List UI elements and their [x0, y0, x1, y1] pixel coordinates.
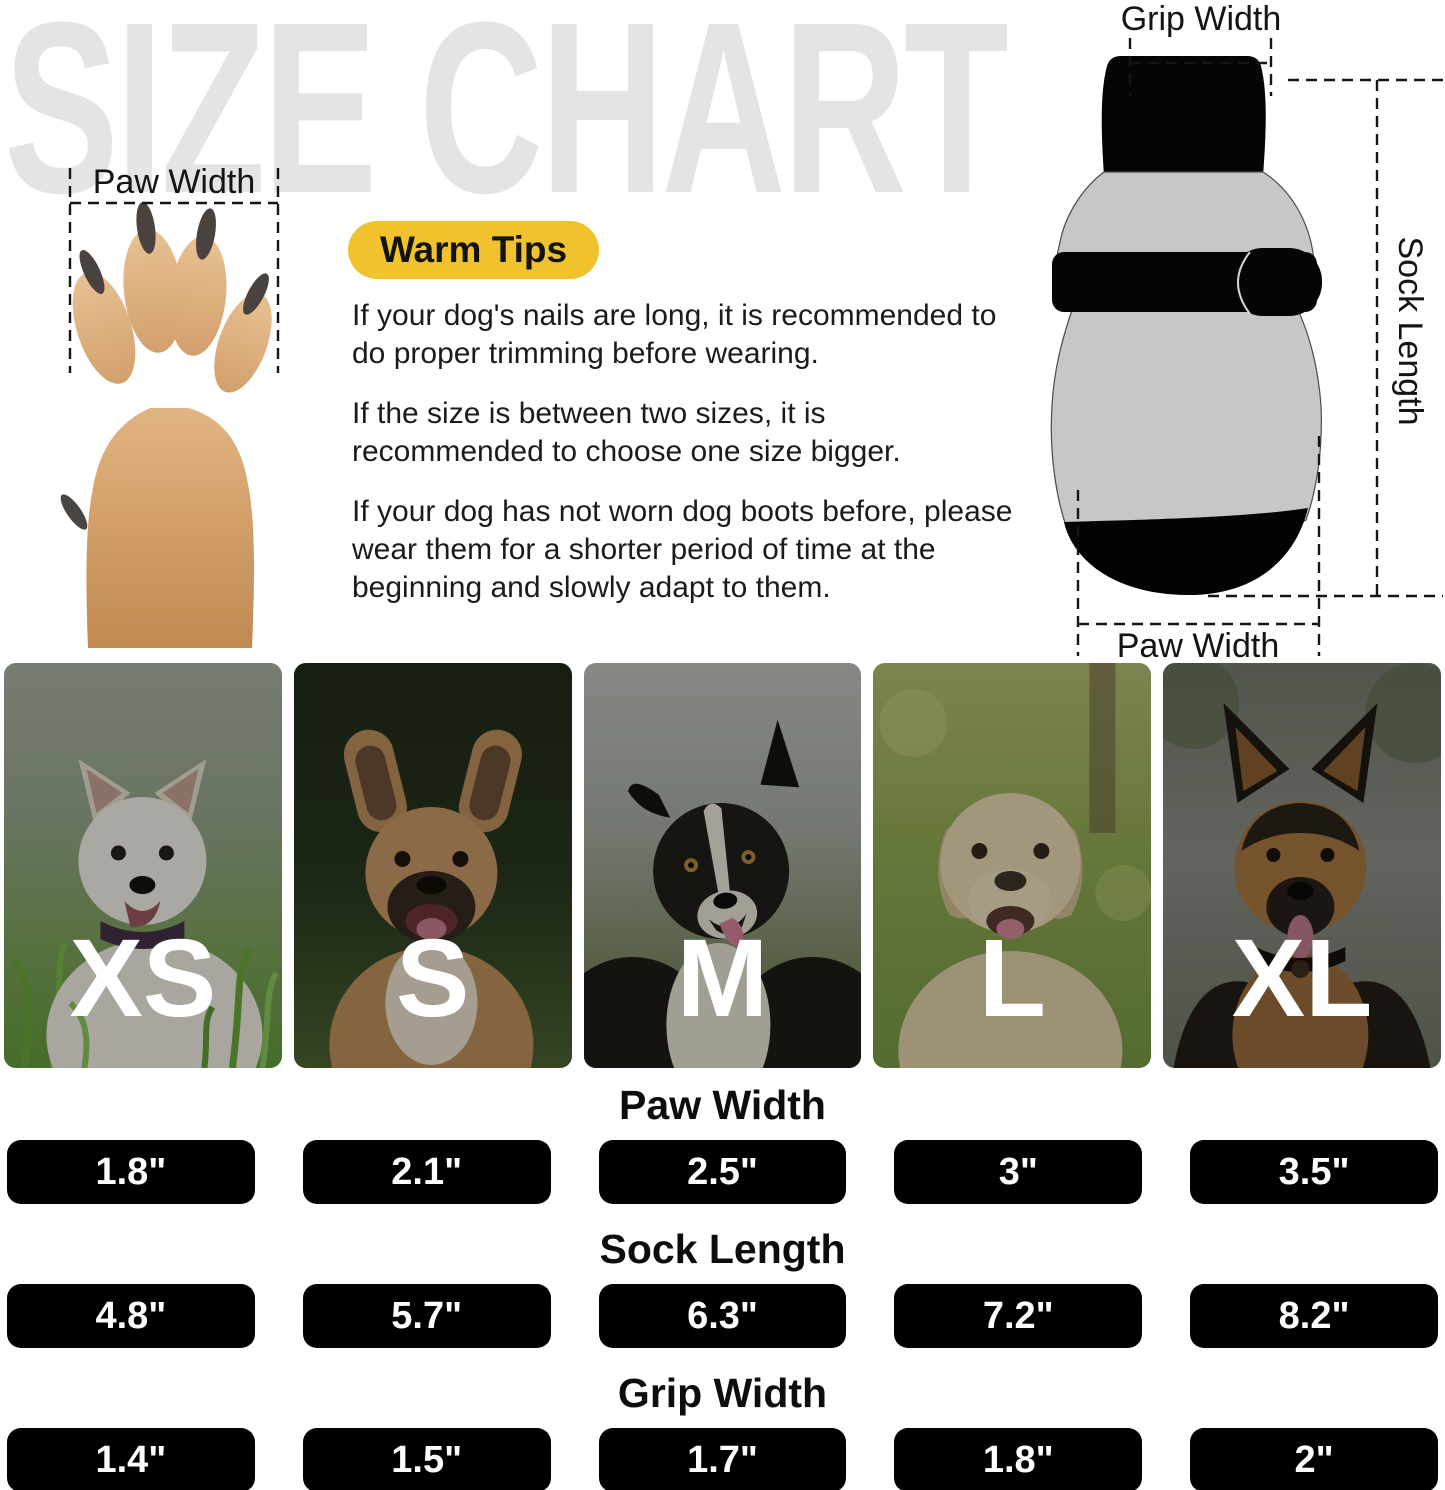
sock-length-value-l: 7.2" [894, 1284, 1143, 1348]
labrador-photo [879, 663, 1152, 1068]
sock-length-value-xs: 4.8" [7, 1284, 255, 1348]
tip-paragraph: If your dog has not worn dog boots befor… [352, 495, 1013, 604]
french-bulldog-photo [329, 729, 534, 1068]
german-shepherd-photo [1163, 663, 1441, 1068]
sock-length-label: Sock Length [1391, 236, 1429, 425]
photo-dark-overlay [4, 663, 282, 1068]
sock-length-row: 4.8" 5.7" 6.3" 7.2" 8.2" [0, 1284, 1445, 1348]
photo-dark-overlay [1163, 663, 1441, 1068]
grip-width-measure-lines [1128, 38, 1273, 96]
size-card-xs: XS [4, 663, 282, 1068]
size-card-m: M [583, 663, 862, 1068]
paw-width-heading: Paw Width [619, 1082, 826, 1128]
size-card-s: S [293, 663, 572, 1068]
westie-photo [11, 759, 280, 1068]
paw-width-measure-lines [68, 168, 280, 373]
warm-tips-badge: Warm Tips [348, 221, 600, 279]
photo-dark-overlay [583, 663, 862, 1068]
paw-width-value-s: 2.1" [302, 1140, 551, 1204]
paw-width-value-m: 2.5" [598, 1140, 847, 1204]
size-photo-row: XS S [0, 663, 1445, 1068]
photo-dark-overlay [293, 663, 572, 1068]
paw-width-value-l: 3" [894, 1140, 1143, 1204]
tip-paragraph: If your dog's nails are long, it is reco… [352, 299, 997, 370]
paw-width-value-xl: 3.5" [1190, 1140, 1438, 1204]
grip-width-heading: Grip Width [617, 1370, 828, 1416]
grip-width-row: 1.4" 1.5" 1.7" 1.8" 2" [0, 1428, 1445, 1490]
size-label-xs: XS [69, 917, 217, 1040]
size-card-l: L [873, 663, 1152, 1068]
size-chart-watermark: SIZE CHART [4, 0, 1009, 245]
paw-width-value-xs: 1.8" [7, 1140, 255, 1204]
size-card-xl: XL [1163, 663, 1441, 1068]
border-collie-photo [583, 719, 862, 1068]
grip-width-value-s: 1.5" [302, 1428, 551, 1490]
measurement-tables: Paw Width 1.8" 2.1" 2.5" 3" 3.5" Sock Le… [0, 1082, 1445, 1490]
size-label-m: M [676, 917, 769, 1040]
sock-paw-width-label: Paw Width [1117, 627, 1280, 663]
sock-diagram: Grip Width Sock Length Paw Width [1050, 0, 1443, 663]
size-label-xl: XL [1231, 917, 1373, 1040]
sock-length-heading: Sock Length [599, 1226, 846, 1272]
header-diagrams: Paw Width Grip Width [60, 0, 1443, 663]
warm-tips-text: If your dog's nails are long, it is reco… [352, 297, 1024, 629]
grip-width-label: Grip Width [1121, 0, 1282, 38]
grip-width-value-xl: 2" [1190, 1428, 1438, 1490]
size-label-s: S [396, 917, 470, 1040]
sock-length-value-s: 5.7" [302, 1284, 551, 1348]
grip-width-value-l: 1.8" [894, 1428, 1143, 1490]
sock-length-value-m: 6.3" [598, 1284, 847, 1348]
photo-dark-overlay [873, 663, 1152, 1068]
grip-width-value-xs: 1.4" [7, 1428, 255, 1490]
tip-paragraph: If the size is between two sizes, it is … [352, 397, 901, 468]
sock-length-measure-lines [1208, 78, 1443, 598]
header-section: SIZE CHART [0, 0, 1445, 663]
grip-width-value-m: 1.7" [598, 1428, 847, 1490]
sock-paw-width-measure-lines [1076, 436, 1321, 656]
sock-length-value-xl: 8.2" [1190, 1284, 1438, 1348]
paw-photo-width-label: Paw Width [93, 163, 256, 201]
size-label-l: L [978, 917, 1046, 1040]
paw-photo-illustration: Paw Width [60, 163, 280, 648]
paw-width-row: 1.8" 2.1" 2.5" 3" 3.5" [0, 1140, 1445, 1204]
